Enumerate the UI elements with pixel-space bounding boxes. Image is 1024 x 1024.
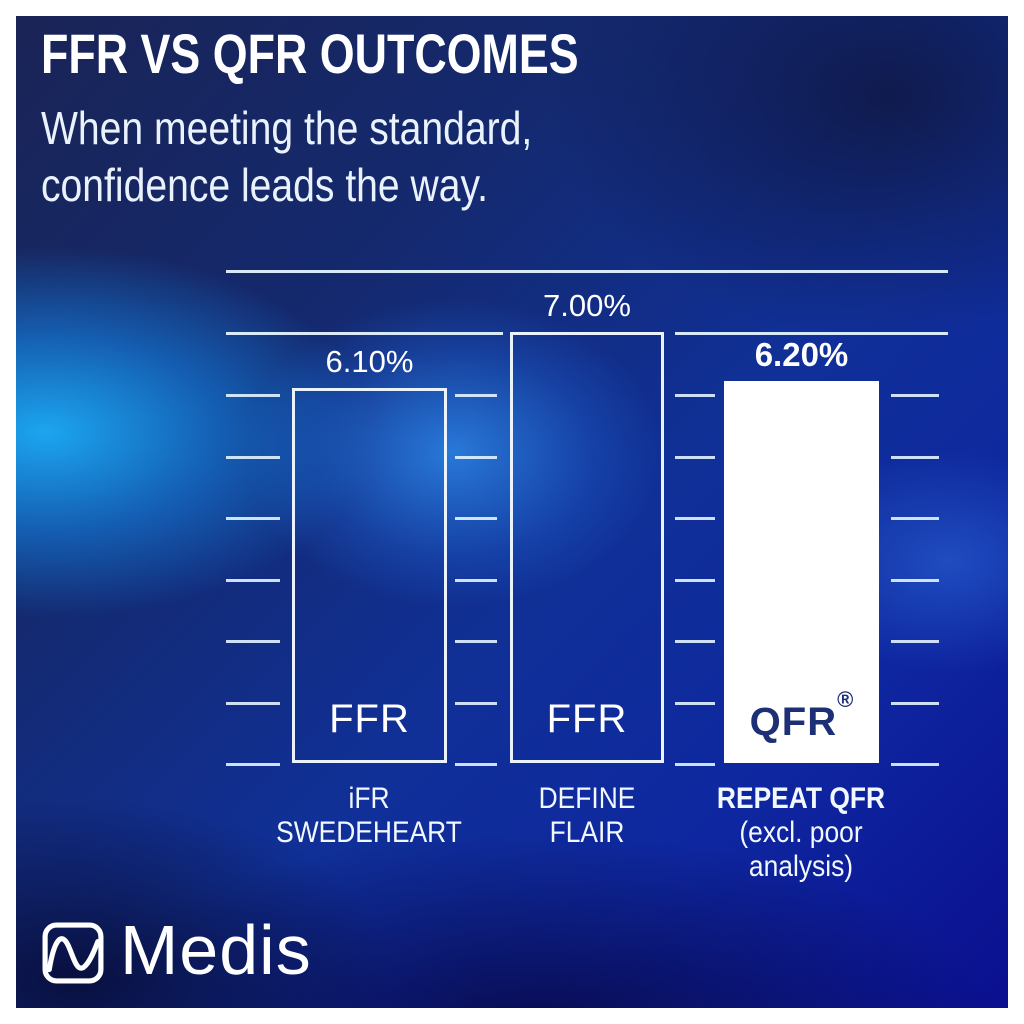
bar-repeat-qfr: QFR® <box>724 381 879 763</box>
gridline-dash <box>226 394 280 397</box>
gridline-dash <box>675 517 715 520</box>
gridline-8pct <box>226 270 948 273</box>
gridline-dash <box>455 517 497 520</box>
gridline-dash <box>226 579 280 582</box>
gridline-7pct-right <box>675 332 948 335</box>
gridline-dash <box>891 579 939 582</box>
gridline-dash <box>675 394 715 397</box>
gridline-dash <box>455 763 497 766</box>
gridline-dash <box>675 763 715 766</box>
registered-trademark-icon: ® <box>837 687 854 712</box>
gridline-dash <box>675 579 715 582</box>
bar-ifr-swedeheart: FFR <box>292 388 447 763</box>
value-label-ifr-swedeheart: 6.10% <box>325 344 414 379</box>
gridline-dash <box>455 640 497 643</box>
page-title-text: FFR VS QFR OUTCOMES <box>41 22 579 85</box>
bar-text-qfr: QFR® <box>749 687 854 744</box>
gridline-dash <box>226 702 280 705</box>
gridline-dash <box>891 763 939 766</box>
gridline-dash <box>891 640 939 643</box>
gridline-dash <box>675 456 715 459</box>
category-label-repeat-qfr: REPEAT QFR (excl. poor analysis) <box>716 782 886 883</box>
medis-wave-icon <box>42 922 104 984</box>
page-title: FFR VS QFR OUTCOMES <box>41 24 713 84</box>
category-label-ifr-swedeheart: iFR SWEDEHEART <box>276 782 462 849</box>
bar-text-ffr-2: FFR <box>546 697 628 741</box>
category-label-define-flair: DEFINE FLAIR <box>538 782 636 849</box>
bar-define-flair: FFR <box>510 332 664 763</box>
gridline-dash <box>455 579 497 582</box>
value-label-repeat-qfr: 6.20% <box>754 336 849 373</box>
infographic-canvas: FFR VS QFR OUTCOMES When meeting the sta… <box>16 16 1008 1008</box>
gridline-dash <box>226 456 280 459</box>
medis-logo: Medis <box>42 912 312 988</box>
gridline-dash <box>226 640 280 643</box>
gridline-dash <box>455 456 497 459</box>
gridline-dash <box>891 456 939 459</box>
brand-name: Medis <box>120 911 312 989</box>
gridline-dash <box>891 517 939 520</box>
bar-chart: 6.10% 7.00% 6.20% FFR FFR QFR® iFR SWEDE… <box>16 16 1008 1008</box>
value-label-define-flair: 7.00% <box>543 288 631 323</box>
bar-text-ffr-1: FFR <box>329 697 410 741</box>
subtitle-line-2: confidence leads the way. <box>41 159 489 211</box>
gridline-dash <box>455 702 497 705</box>
gridline-dash <box>226 763 280 766</box>
gridline-dash <box>675 702 715 705</box>
gridline-dash <box>891 394 939 397</box>
gridline-dash <box>891 702 939 705</box>
gridline-7pct-left <box>226 332 503 335</box>
gridline-dash <box>455 394 497 397</box>
subtitle-line-1: When meeting the standard, <box>41 102 533 154</box>
gridline-dash <box>675 640 715 643</box>
subtitle: When meeting the standard, confidence lea… <box>41 100 532 214</box>
gridline-dash <box>226 517 280 520</box>
